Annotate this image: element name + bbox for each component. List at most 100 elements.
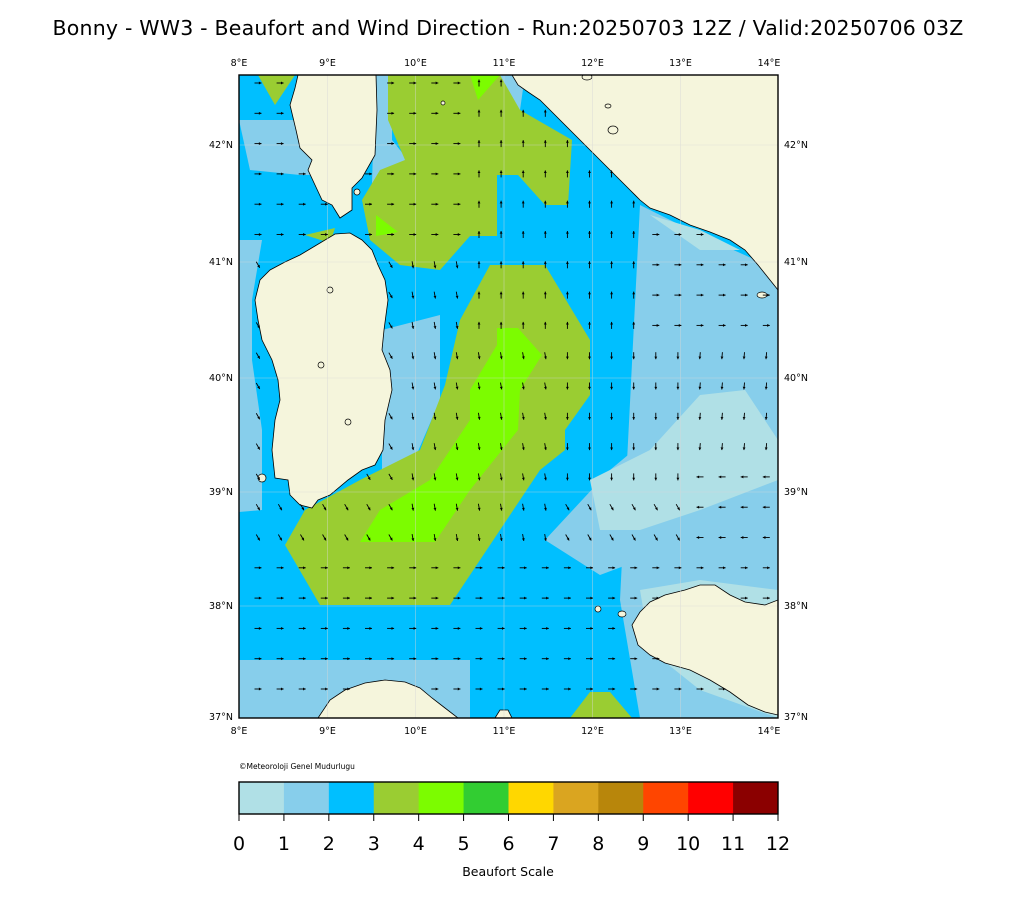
wind-arrow-head	[433, 356, 437, 360]
wind-arrow-head	[411, 356, 415, 360]
wind-arrow-head	[457, 626, 461, 630]
wind-arrow-head	[546, 657, 549, 661]
wind-arrow-head	[477, 109, 481, 113]
wind-arrow-head	[632, 356, 636, 360]
wind-arrow-head	[566, 507, 570, 511]
wind-arrow-head	[610, 231, 614, 234]
wind-arrow-head	[413, 626, 417, 630]
wind-arrow-head	[698, 386, 702, 390]
wind-arrow-head	[435, 566, 439, 570]
wind-arrow-head	[391, 233, 395, 236]
wind-arrow-head	[499, 140, 503, 143]
wind-arrow-head	[435, 687, 439, 691]
wind-arrow-head	[499, 231, 503, 234]
wind-arrow-head	[435, 596, 439, 600]
wind-arrow-head	[543, 291, 547, 295]
wind-arrow-head	[546, 626, 549, 630]
lat-label: 42°N	[209, 140, 233, 151]
colorbar-label: Beaufort Scale	[462, 864, 554, 879]
wind-arrow-head	[696, 475, 700, 479]
wind-arrow-head	[325, 687, 328, 691]
wind-arrow-head	[257, 476, 260, 480]
wind-arrow-head	[676, 356, 680, 360]
colorbar-segment	[283, 782, 330, 814]
wind-arrow-head	[610, 261, 614, 264]
wind-arrow-head	[457, 233, 461, 236]
wind-arrow-head	[280, 202, 284, 206]
wind-arrow-head	[413, 142, 417, 146]
colorbar-segment	[688, 782, 734, 814]
wind-arrow-head	[499, 321, 503, 325]
wind-arrow-head	[501, 687, 505, 691]
lon-label: 8°E	[231, 58, 248, 69]
wind-arrow-head	[413, 566, 417, 570]
wind-arrow-head	[389, 476, 393, 480]
wind-arrow-head	[257, 386, 260, 390]
wind-arrow-head	[391, 657, 395, 661]
wind-arrow-head	[413, 657, 417, 661]
colorbar-segment	[239, 782, 285, 814]
wind-arrow-head	[257, 264, 260, 268]
wind-arrow-head	[479, 566, 483, 570]
wind-arrow-head	[413, 172, 417, 176]
wind-arrow-head	[521, 261, 525, 264]
wind-arrow-head	[590, 566, 593, 570]
wind-arrow-head	[279, 507, 282, 511]
wind-arrow-head	[457, 142, 461, 146]
wind-arrow-head	[433, 386, 437, 390]
wind-arrow-head	[499, 79, 503, 83]
wind-arrow-head	[764, 417, 768, 420]
colorbar-tick-label: 11	[721, 833, 746, 855]
wind-arrow-head	[656, 263, 660, 267]
wind-arrow-head	[568, 566, 571, 570]
wind-arrow-head	[455, 447, 459, 451]
wind-arrow-head	[677, 507, 680, 511]
wind-arrow-head	[433, 477, 437, 481]
wind-arrow-head	[588, 507, 592, 511]
wind-arrow-head	[411, 416, 415, 420]
wind-arrow-head	[280, 233, 284, 236]
wind-arrow-head	[720, 447, 724, 451]
wind-arrow-head	[698, 417, 702, 420]
wind-arrow-head	[499, 386, 503, 390]
wind-arrow-head	[543, 231, 547, 234]
land-corsica	[289, 75, 378, 219]
colorbar-ticks	[238, 814, 779, 821]
wind-arrow-head	[632, 321, 636, 325]
wind-arrow-head	[258, 142, 262, 146]
wind-arrow-head	[258, 233, 262, 236]
wind-arrow-head	[632, 477, 636, 481]
wind-arrow-head	[499, 447, 503, 451]
wind-arrow-head	[521, 507, 525, 511]
wind-arrow-head	[389, 446, 393, 450]
land-cape-bon	[494, 709, 513, 718]
wind-arrow-head	[477, 477, 481, 481]
wind-arrow-head	[455, 265, 459, 269]
wind-arrow-head	[588, 291, 591, 295]
wind-arrow-head	[411, 507, 415, 511]
lat-label: 39°N	[209, 487, 233, 498]
wind-arrow-head	[325, 596, 328, 600]
wind-arrow-head	[303, 202, 306, 206]
colorbar-tick-label: 4	[412, 833, 425, 855]
wind-arrow-head	[745, 566, 748, 570]
wind-arrow-head	[632, 447, 636, 451]
wind-arrow-head	[745, 596, 748, 600]
wind-arrow-head	[654, 477, 658, 481]
wind-arrow-head	[524, 626, 527, 630]
map-frame	[238, 74, 779, 719]
wind-arrow-head	[546, 596, 549, 600]
wind-arrow-head	[499, 200, 503, 204]
wind-arrow-head	[632, 386, 636, 390]
wind-arrow-head	[477, 291, 481, 295]
lat-label: 40°N	[784, 373, 808, 384]
wind-arrow-head	[391, 626, 395, 630]
wind-arrow-head	[678, 263, 682, 267]
wind-arrow-head	[588, 386, 591, 390]
wind-arrow-head	[303, 657, 306, 661]
wind-arrow-head	[762, 475, 766, 479]
graticule	[239, 75, 778, 718]
wind-arrow-head	[413, 202, 417, 206]
wind-arrow-head	[543, 261, 547, 264]
wind-arrow-head	[389, 416, 393, 420]
